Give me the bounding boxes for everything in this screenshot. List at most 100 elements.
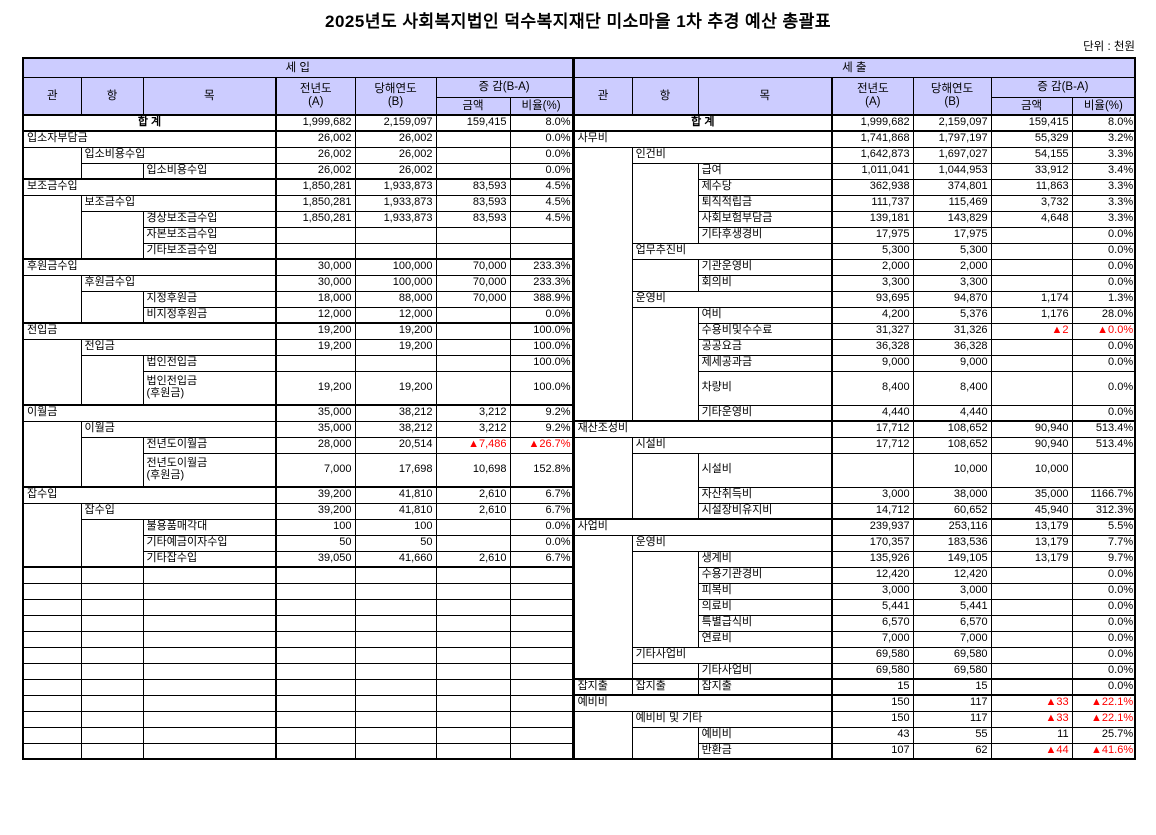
table-row: 예비비 150 117 ▲33 ▲22.1% bbox=[22, 694, 1136, 712]
hang-label: 보조금수입 bbox=[80, 194, 277, 212]
hang-spacer bbox=[631, 258, 699, 292]
value-cell: 38,212 bbox=[354, 420, 437, 438]
value-cell: 26,002 bbox=[354, 130, 437, 148]
value-cell: 4,200 bbox=[831, 306, 914, 324]
empty-mok-cell bbox=[142, 726, 277, 744]
value-cell: 69,580 bbox=[831, 646, 914, 664]
value-cell bbox=[990, 274, 1073, 292]
kwan-spacer bbox=[571, 146, 633, 422]
value-cell bbox=[509, 630, 574, 648]
value-cell bbox=[275, 678, 356, 696]
value-cell bbox=[509, 710, 574, 728]
value-cell: 0.0% bbox=[1071, 274, 1136, 292]
value-cell: 100.0% bbox=[509, 338, 574, 356]
value-cell bbox=[354, 630, 437, 648]
hang-label: 이월금 bbox=[80, 420, 277, 438]
kwan-spacer bbox=[22, 146, 82, 180]
value-cell bbox=[354, 566, 437, 584]
hang-spacer bbox=[631, 726, 699, 760]
value-cell: 11 bbox=[990, 726, 1073, 744]
empty-mok-cell bbox=[142, 694, 277, 712]
value-cell: 100.0% bbox=[509, 354, 574, 372]
value-cell: 1,174 bbox=[990, 290, 1073, 308]
value-cell: 35,000 bbox=[275, 420, 356, 438]
expense-section-title: 세 출 bbox=[571, 57, 1136, 78]
value-cell: 3.3% bbox=[1071, 178, 1136, 196]
value-cell: 30,000 bbox=[275, 274, 356, 292]
kwan-spacer bbox=[22, 274, 82, 324]
value-cell: 12,000 bbox=[275, 306, 356, 324]
value-cell bbox=[275, 582, 356, 600]
value-cell bbox=[1071, 452, 1136, 488]
value-cell: 1,999,682 bbox=[275, 114, 356, 132]
value-cell: 7.7% bbox=[1071, 534, 1136, 552]
table-row: 불용품매각대 100 100 0.0% 사업비 239,937 253,116 13,179 5… bbox=[23, 518, 1136, 568]
value-cell: 9.2% bbox=[509, 420, 574, 438]
table-row: 입소자부담금 26,002 26,002 0.0% 사무비 1,741,868 1,797,… bbox=[22, 130, 1136, 148]
value-cell: 1,797,197 bbox=[912, 130, 992, 148]
value-cell: 39,200 bbox=[275, 486, 356, 504]
value-cell bbox=[435, 742, 511, 760]
value-cell: 26,002 bbox=[275, 146, 356, 164]
value-cell: ▲26.7% bbox=[509, 436, 574, 454]
revenue-section-title: 세 입 bbox=[22, 57, 574, 78]
kwan-spacer bbox=[22, 194, 82, 260]
value-cell: 2,610 bbox=[435, 502, 511, 520]
value-cell: 17,712 bbox=[831, 436, 914, 454]
mok-label: 공공요금 bbox=[697, 338, 833, 356]
value-cell: 513.4% bbox=[1071, 420, 1136, 438]
value-cell: 170,357 bbox=[831, 534, 914, 552]
table-row: 잡수입 39,200 41,810 2,610 6.7% 시설장비유지비 14,712 60,… bbox=[22, 502, 1136, 568]
value-cell: 100 bbox=[354, 518, 437, 536]
hang-label: 후원금수입 bbox=[80, 274, 277, 292]
mok-label: 시설장비유지비 bbox=[697, 502, 833, 520]
value-cell bbox=[509, 646, 574, 664]
value-cell bbox=[275, 726, 356, 744]
table-row: 예비비 및 기타 150 117 ▲33 ▲22.1% bbox=[22, 710, 1136, 760]
table-row: 예비비 43 55 11 25.7% bbox=[22, 726, 1136, 760]
table-row: 입소비용수입 26,002 26,002 0.0% 인건비 1,642,873 1,697,… bbox=[22, 146, 1136, 422]
value-cell: 139,181 bbox=[831, 210, 914, 228]
value-cell bbox=[435, 598, 511, 616]
value-cell: 0.0% bbox=[509, 146, 574, 164]
value-cell bbox=[435, 130, 511, 148]
value-cell bbox=[831, 452, 914, 488]
value-cell: 513.4% bbox=[1071, 436, 1136, 454]
value-cell: 0.0% bbox=[1071, 614, 1136, 632]
hang-label: 인건비 bbox=[631, 146, 833, 164]
kwan-spacer bbox=[22, 338, 82, 406]
col-header-kwan-left: 관 bbox=[22, 76, 82, 116]
value-cell: ▲41.6% bbox=[1071, 742, 1136, 760]
value-cell bbox=[509, 614, 574, 632]
value-cell bbox=[509, 226, 574, 244]
value-cell bbox=[435, 306, 511, 324]
table-row: 자본보조금수입 기타후생경비 17,975 17,975 0.0% bbox=[23, 226, 1136, 244]
value-cell: 4.5% bbox=[509, 210, 574, 228]
value-cell: 1,933,873 bbox=[354, 210, 437, 228]
value-cell: 150 bbox=[831, 710, 914, 728]
mok-label: 기타후생경비 bbox=[697, 226, 833, 244]
value-cell: 108,652 bbox=[912, 436, 992, 454]
col-header-current-year-left: 당해연도 (B) bbox=[354, 76, 437, 116]
value-cell: 41,660 bbox=[354, 550, 437, 568]
value-cell: 70,000 bbox=[435, 274, 511, 292]
value-cell bbox=[509, 742, 574, 760]
value-cell: 111,737 bbox=[831, 194, 914, 212]
kwan-label: 사무비 bbox=[571, 130, 833, 148]
value-cell bbox=[435, 630, 511, 648]
hang-spacer bbox=[80, 162, 144, 180]
value-cell: 0.0% bbox=[1071, 582, 1136, 600]
value-cell: 233.3% bbox=[509, 258, 574, 276]
value-cell: 0.0% bbox=[1071, 646, 1136, 664]
value-cell bbox=[354, 582, 437, 600]
value-cell: 9.2% bbox=[509, 404, 574, 422]
value-cell: 26,002 bbox=[275, 162, 356, 180]
mok-label: 기관운영비 bbox=[697, 258, 833, 276]
value-cell: 0.0% bbox=[1071, 598, 1136, 616]
value-cell: 8,400 bbox=[912, 370, 992, 406]
col-header-mok-left: 목 bbox=[142, 76, 277, 116]
kwan-spacer bbox=[571, 710, 633, 760]
mok-label: 기타운영비 bbox=[697, 404, 833, 422]
value-cell: 1,697,027 bbox=[912, 146, 992, 164]
kwan-label: 예비비 bbox=[571, 694, 833, 712]
